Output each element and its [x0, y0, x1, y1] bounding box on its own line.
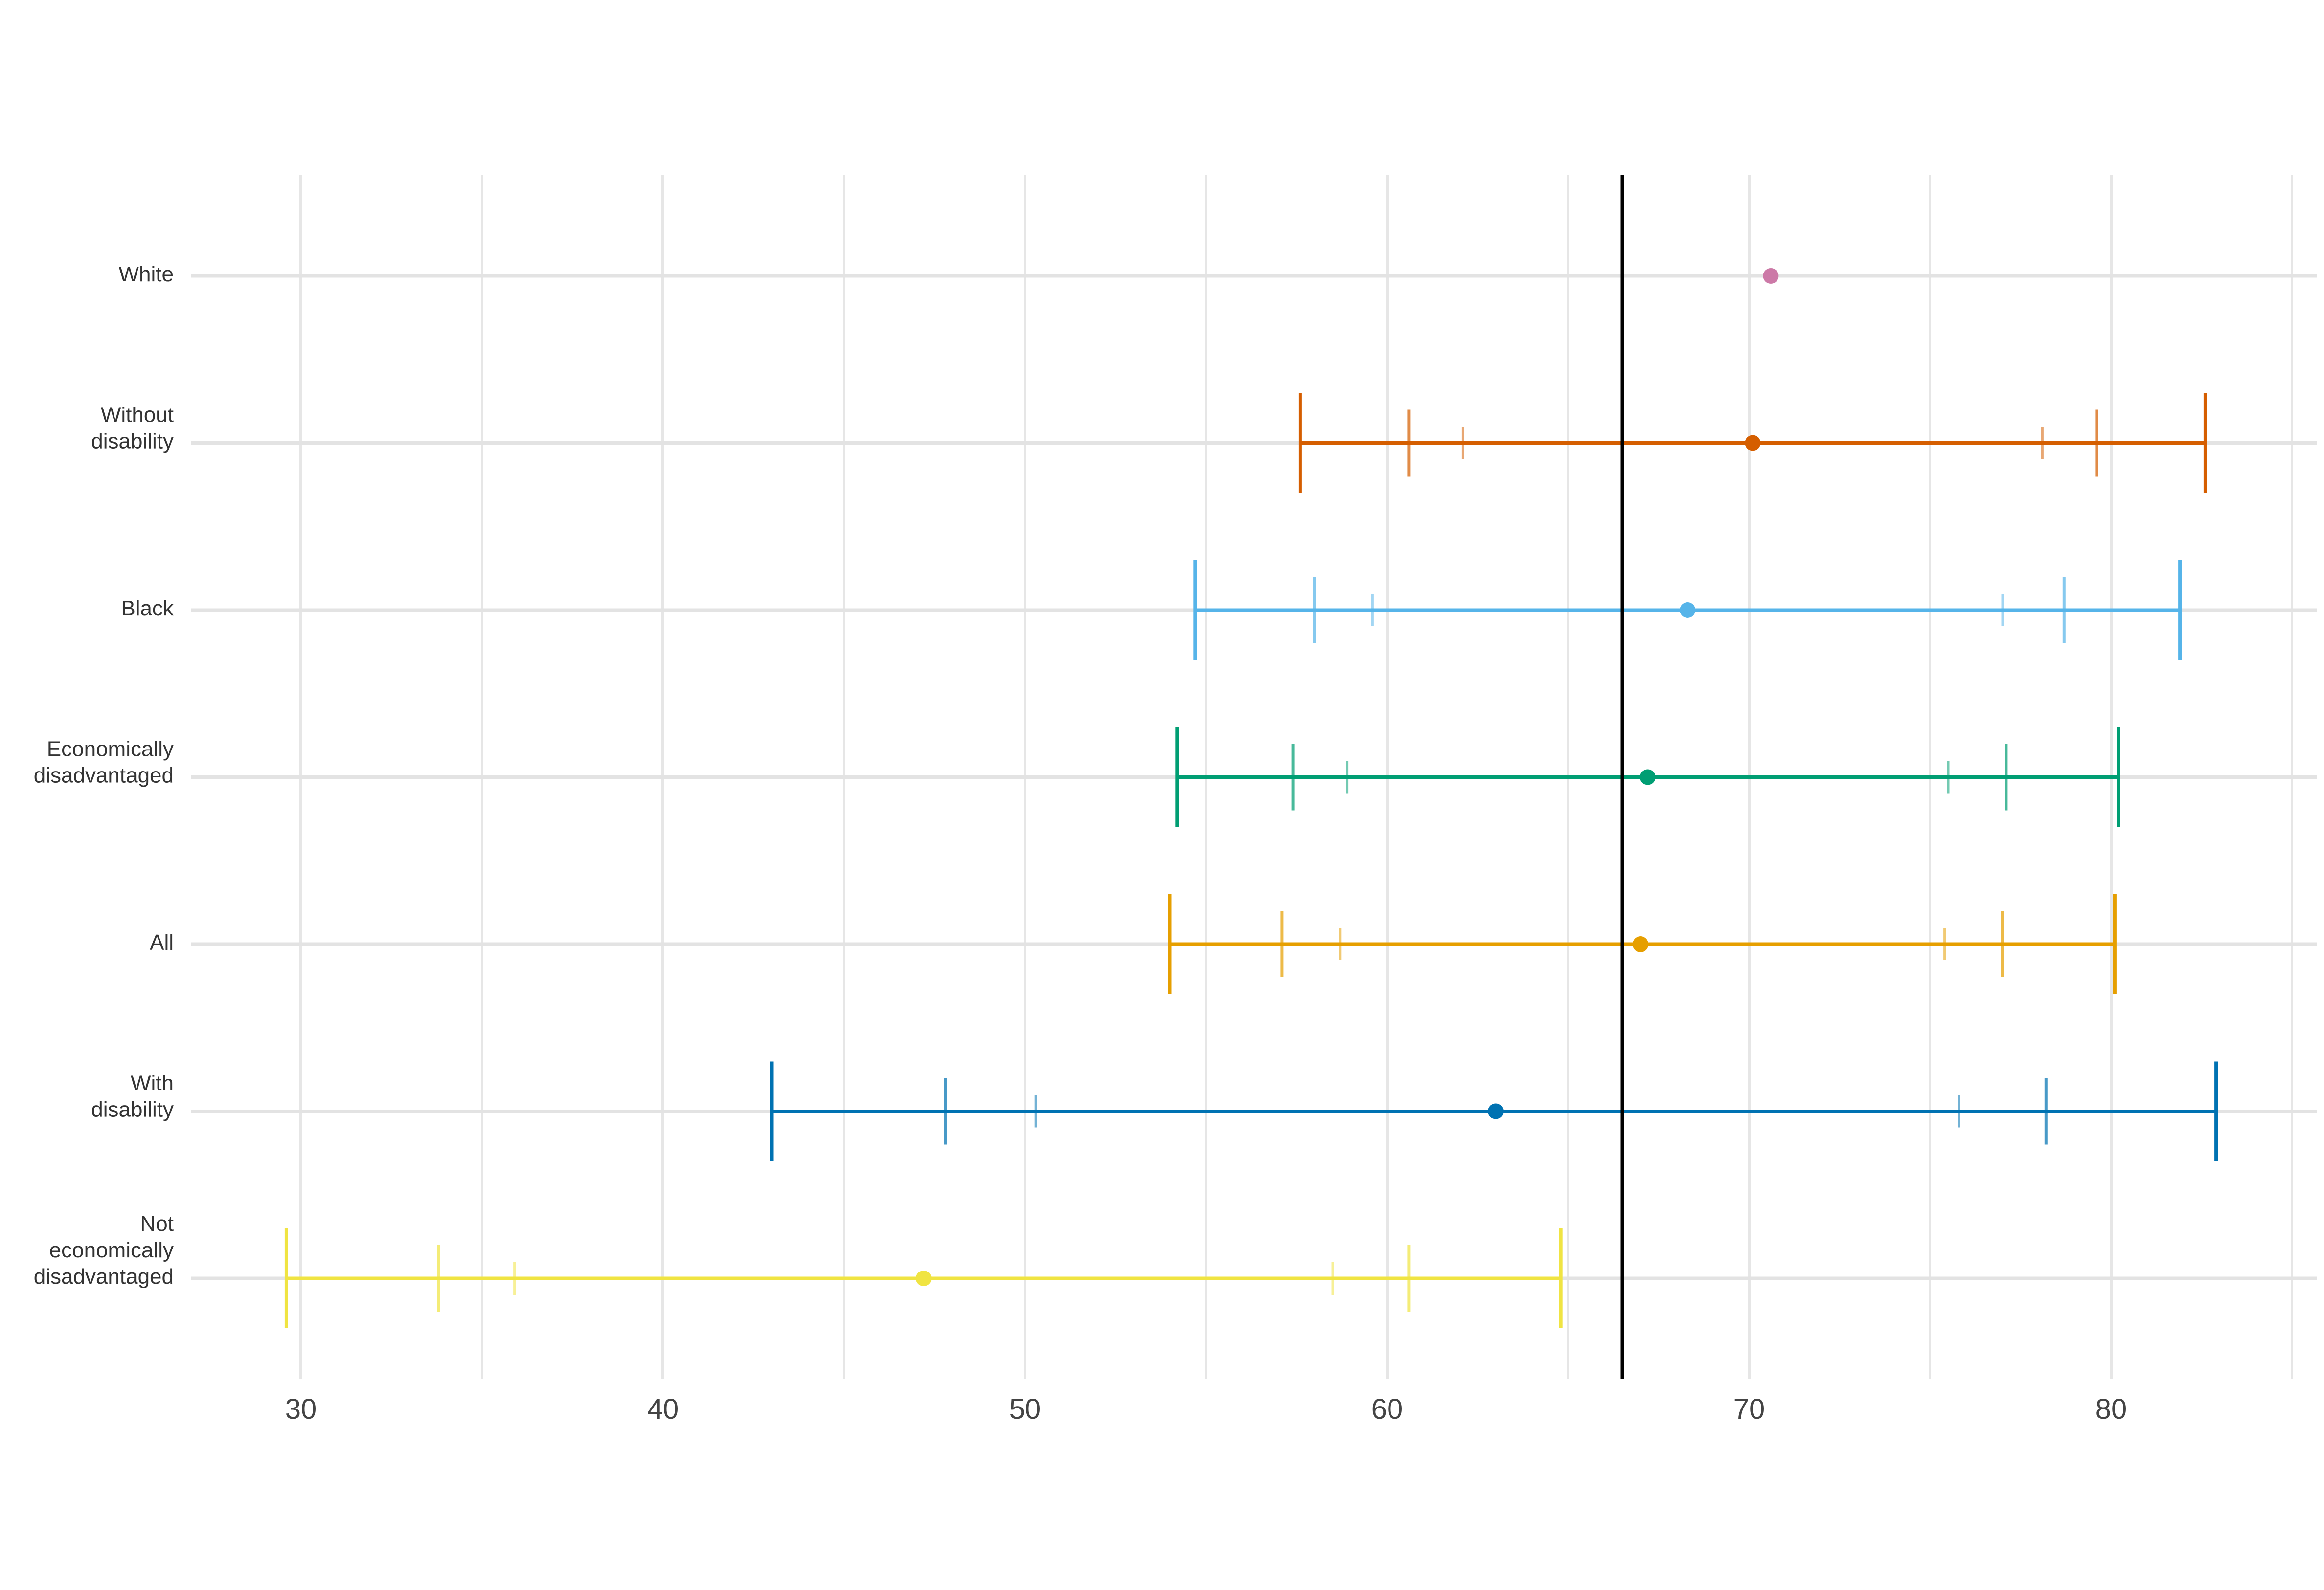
error-bar-row: [1298, 393, 2207, 493]
category-label-line: disadvantaged: [34, 1265, 174, 1289]
x-tick-label: 60: [1371, 1393, 1403, 1425]
point-estimate: [1488, 1103, 1504, 1119]
error-bar-row: [284, 1228, 1563, 1328]
category-label-line: Not: [140, 1212, 174, 1236]
error-bar-row: [1763, 268, 1779, 284]
category-label: Without disability: [91, 403, 174, 454]
point-estimate: [1680, 602, 1696, 618]
point-estimate: [1633, 936, 1648, 952]
error-bar-row: [1168, 894, 2117, 994]
x-tick-label: 80: [2096, 1393, 2127, 1425]
category-label-line: All: [150, 931, 174, 954]
x-tick-label: 50: [1009, 1393, 1041, 1425]
error-bar-row: [770, 1061, 2218, 1161]
category-label: Black: [121, 596, 174, 620]
x-tick-label: 40: [647, 1393, 679, 1425]
category-label: All: [150, 931, 174, 954]
category-label: Economically disadvantaged: [34, 737, 174, 788]
category-label: White: [119, 262, 174, 286]
error-bar-row: [1175, 727, 2120, 827]
category-label-line: White: [119, 262, 174, 286]
x-tick-label: 30: [285, 1393, 317, 1425]
error-bar-row: [1193, 560, 2182, 660]
category-labels: White Without disability Black Economically d…: [34, 262, 174, 1289]
point-estimate: [915, 1271, 932, 1286]
point-estimate: [1745, 435, 1761, 451]
category-label-line: economically: [49, 1238, 174, 1262]
category-label-line: Economically: [47, 737, 174, 761]
category-label-line: disability: [91, 1098, 174, 1122]
category-label: Not economically disadvantaged: [34, 1212, 174, 1289]
point-estimate: [1763, 268, 1779, 284]
category-label: With disability: [91, 1071, 174, 1122]
category-label-line: Black: [121, 596, 174, 620]
category-label-line: disability: [91, 430, 174, 454]
x-axis-tick-labels: 30 40 50 60 70 80: [285, 1393, 2127, 1425]
error-bars: [284, 268, 2218, 1328]
category-label-line: Without: [101, 403, 174, 427]
point-estimate: [1640, 769, 1656, 785]
category-label-line: With: [131, 1071, 174, 1095]
category-label-line: disadvantaged: [34, 764, 174, 788]
x-tick-label: 70: [1733, 1393, 1765, 1425]
